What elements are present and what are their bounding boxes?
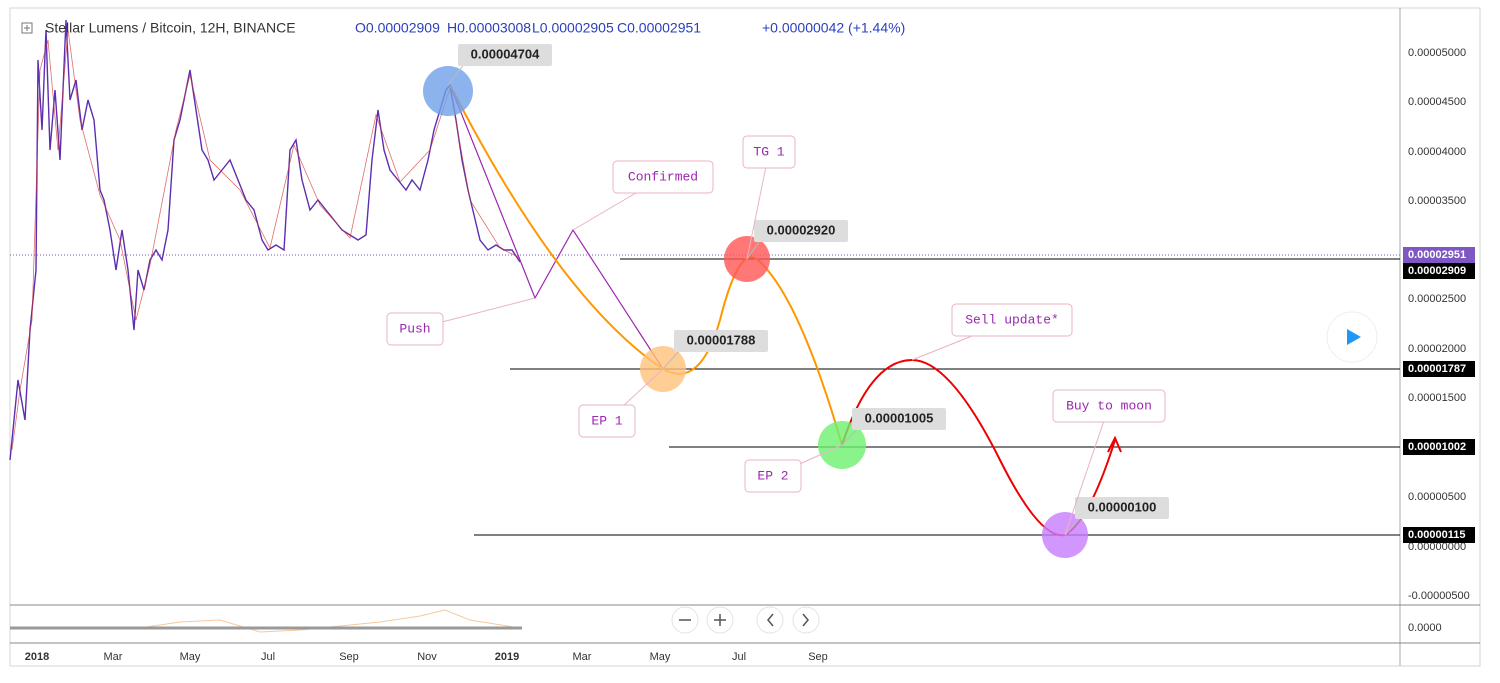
level-label: 0.00004704 [471, 46, 540, 61]
price-history [9, 19, 521, 461]
level-label-bg [852, 408, 946, 430]
price-tag: 0.00001787 [1408, 363, 1466, 375]
ohlc-value: L0.00002905 [532, 20, 614, 36]
price-label: 0.00000500 [1408, 491, 1466, 503]
price-label: -0.00000500 [1408, 590, 1470, 602]
price-label: 0.00004500 [1408, 96, 1466, 108]
price-tag-bg [1403, 439, 1475, 455]
collapse-icon[interactable] [21, 22, 33, 34]
note-box [744, 459, 802, 493]
control-icons [679, 613, 809, 627]
time-label: Mar [573, 651, 592, 663]
scroll-left[interactable] [756, 606, 784, 634]
time-label: Jul [261, 651, 275, 663]
time-label: Nov [417, 651, 437, 663]
ohlc-value: H0.00003008 [447, 20, 531, 36]
price-tag-bg [1403, 361, 1475, 377]
time-label: Jul [732, 651, 746, 663]
level-label-bg [754, 220, 848, 242]
time-label: Mar [104, 651, 123, 663]
note-text: EP 2 [757, 468, 788, 483]
price-label: 0.00003500 [1408, 195, 1466, 207]
time-label: Sep [339, 651, 359, 663]
collapse-plus [24, 25, 30, 31]
level-label: 0.00000100 [1088, 499, 1157, 514]
note-box [386, 312, 444, 346]
level-label: 0.00002920 [767, 222, 836, 237]
level-label-bg [674, 330, 768, 352]
volume-pane [139, 609, 521, 633]
price-label: 0.00002500 [1408, 293, 1466, 305]
note-text: TG 1 [753, 144, 784, 159]
level-connector [447, 62, 466, 86]
price-tag: 0.00000115 [1408, 529, 1466, 541]
note-box [951, 303, 1073, 337]
note-text: Confirmed [628, 169, 698, 184]
note-text: EP 1 [591, 413, 622, 428]
time-label: 2018 [25, 651, 49, 663]
time-label: May [650, 651, 671, 663]
ohlc-value: +0.00000042 (+1.44%) [762, 20, 905, 36]
level-connector [746, 238, 762, 260]
ohlc-value: C0.00002951 [617, 20, 701, 36]
note-box [612, 160, 714, 194]
note-box [742, 135, 796, 169]
symbol-title: Stellar Lumens / Bitcoin, 12H, BINANCE [45, 20, 296, 36]
price-tag-bg [1403, 263, 1475, 279]
scroll-right[interactable] [792, 606, 820, 634]
level-label-bg [1075, 497, 1169, 519]
price-tag: 0.00002951 [1408, 249, 1466, 261]
price-history-red [11, 29, 521, 451]
level-connector [1064, 515, 1083, 536]
lower-axis-label: 0.0000 [1408, 622, 1442, 634]
price-label: 0.00000000 [1408, 541, 1466, 553]
note-box [1052, 389, 1166, 423]
price-tag-bg [1403, 527, 1475, 543]
price-label: 0.00005000 [1408, 47, 1466, 59]
play-icon [1347, 329, 1361, 345]
level-connector [662, 348, 682, 370]
note-text: Buy to moon [1066, 398, 1152, 413]
level-label: 0.00001005 [865, 410, 934, 425]
level-label: 0.00001788 [687, 332, 756, 347]
ohlc-value: O0.00002909 [355, 20, 440, 36]
time-label: 2019 [495, 651, 519, 663]
price-label: 0.00002000 [1408, 343, 1466, 355]
note-pointer [1064, 405, 1110, 536]
price-label: 0.00004000 [1408, 146, 1466, 158]
level-circle [423, 66, 473, 116]
price-tag: 0.00001002 [1408, 441, 1466, 453]
price-tag: 0.00002909 [1408, 265, 1466, 277]
note-pointer [746, 151, 770, 260]
arrow-head [1107, 435, 1122, 453]
note-text: Push [399, 321, 430, 336]
time-label: Sep [808, 651, 828, 663]
price-label: 0.00001500 [1408, 392, 1466, 404]
time-label: May [180, 651, 201, 663]
level-label-bg [458, 44, 552, 66]
price-tag-bg [1403, 247, 1475, 263]
note-box [578, 404, 636, 438]
note-text: Sell update* [965, 312, 1059, 327]
